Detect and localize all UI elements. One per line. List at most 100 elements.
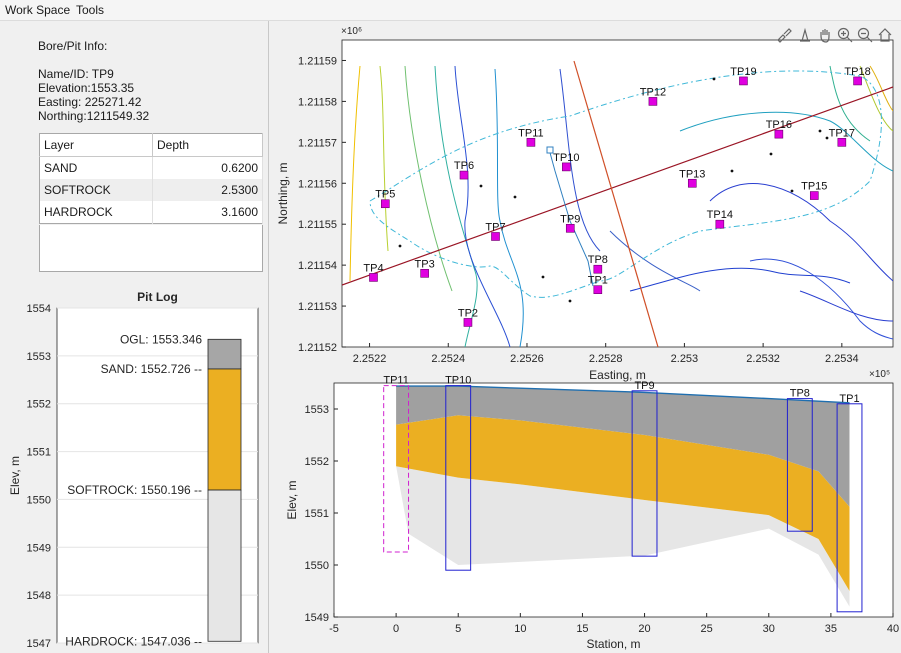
y-tick-label: 1549 [27,542,51,554]
x-tick-label: 2.2526 [510,353,544,365]
x-tick-label: 5 [455,623,461,635]
data-tips-icon[interactable] [797,27,813,43]
brush-icon[interactable] [776,27,792,43]
col-header-layer[interactable]: Layer [39,133,153,157]
chart-title: Pit Log [137,290,178,304]
y-tick-label: 1554 [27,303,51,315]
x-exponent-label: ×10⁵ [869,369,890,380]
y-tick-label: 1553 [27,351,51,363]
sand-band [396,415,850,591]
pit-column-label: TP9 [634,380,654,392]
table-row[interactable]: SOFTROCK 2.5300 [39,179,263,201]
pit-label: TP18 [844,66,870,78]
contour-line [559,68,601,252]
table-header-row: Layer Depth [39,133,263,157]
y-exponent-label: ×10⁶ [341,26,362,37]
pit-marker-tp17 [837,138,847,147]
menu-work-space[interactable]: Work Space [5,3,71,17]
boundary-line [369,70,882,298]
pit-marker-tp2 [463,318,473,327]
x-axis-label: Easting, m [589,368,646,382]
home-icon[interactable] [877,27,893,43]
contour-line [629,267,851,292]
survey-point [513,195,517,199]
menu-bar: Work Space Tools [0,0,901,21]
menu-tools[interactable]: Tools [76,3,105,17]
pit-marker-tp13 [687,178,697,188]
table-row[interactable]: HARDROCK 3.1600 [39,201,263,224]
pit-label: TP15 [801,181,827,193]
col-header-depth[interactable]: Depth [152,133,263,157]
survey-point [541,275,545,279]
pit-marker-tp5 [380,199,390,209]
layer-label: OGL: 1553.346 [120,332,202,346]
y-axis-label: Northing, m [276,162,290,224]
cell-depth[interactable]: 0.6200 [152,156,263,179]
pit-marker-tp3 [420,269,429,278]
cell-layer[interactable]: SAND [39,156,153,179]
hardrock-band [396,466,850,607]
y-tick-label: 1.21158 [298,96,337,108]
y-tick-label: 1547 [27,638,51,650]
pit-label: TP17 [829,127,855,139]
y-tick-label: 1552 [27,399,51,411]
contour-line [859,65,893,132]
pit-log-chart: 1554 1553 1552 1551 1550 1549 1548 1547 Pit Log E… [8,290,259,650]
y-tick-label: 1.21153 [298,301,337,313]
profile-chart[interactable]: -5 0 5 10 15 20 25 30 35 40 1553 1552 1551 1550 1549 St… [270,366,901,653]
x-tick-label: 20 [638,623,650,635]
layer-table[interactable]: Layer Depth SAND 0.6200 SOFTROCK 2.5300 … [39,133,263,224]
x-tick-label: 2.2532 [746,353,780,365]
contour-line [379,65,389,252]
x-tick-label: 2.2528 [589,353,623,365]
cell-layer[interactable]: SOFTROCK [39,179,153,201]
pit-label: TP11 [518,127,543,139]
x-tick-label: 25 [701,623,713,635]
pit-column-label: TP10 [445,375,471,387]
pit-marker-tp7 [491,232,500,241]
softrock-band [396,386,850,507]
survey-point [790,189,794,193]
contour-line [749,258,893,340]
y-tick-label: 1550 [27,494,51,506]
pit-marker-tp19 [739,76,748,86]
zoom-out-icon[interactable] [857,27,873,43]
cell-depth[interactable]: 3.1600 [152,201,263,224]
pit-marker-tp11 [526,138,536,147]
pit-column-tp9 [631,390,658,557]
profile-line [342,86,893,286]
pit-marker-tp4 [369,273,378,282]
pit-marker-tp15 [809,191,819,200]
pit-marker-tp8 [593,264,603,274]
plan-map-chart[interactable]: 2.2522 2.2524 2.2526 2.2528 2.253 2.2532 2.253… [270,21,901,383]
bar-layer-softrock [207,489,242,642]
y-tick-label: 1551 [27,447,51,459]
pit-marker-tp1 [593,285,603,294]
x-axis-label: Station, m [586,637,640,651]
x-tick-label: 40 [887,623,899,635]
survey-point [568,299,572,303]
pit-marker-tp6 [459,170,469,180]
bar-layer-ogl [207,338,242,370]
info-name: Name/ID: TP9 [38,67,114,81]
contour-line [454,65,511,347]
pit-label: TP6 [454,160,474,172]
cell-depth[interactable]: 2.5300 [152,179,263,201]
pit-label: TP16 [766,119,792,131]
pit-label: TP12 [640,86,666,98]
pan-hand-icon[interactable] [817,27,833,43]
layer-label: SOFTROCK: 1550.196 -- [67,483,202,497]
x-tick-label: 35 [825,623,837,635]
x-tick-label: 2.253 [671,353,699,365]
cell-layer[interactable]: HARDROCK [39,201,153,224]
pit-label: TP4 [363,262,383,274]
table-row[interactable]: SAND 0.6200 [39,156,263,179]
pit-label: TP9 [560,213,580,225]
y-tick-label: 1549 [305,612,329,624]
contour-line [799,290,893,322]
y-tick-label: 1.21156 [298,178,337,190]
contour-line [679,111,893,172]
zoom-in-icon[interactable] [837,27,853,43]
survey-point [730,169,734,173]
y-axis-label: Elev, m [8,456,22,495]
